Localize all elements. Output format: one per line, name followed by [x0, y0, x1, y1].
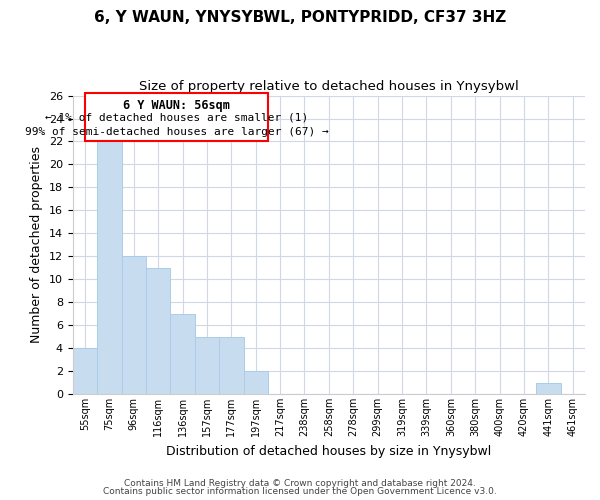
Text: Contains HM Land Registry data © Crown copyright and database right 2024.: Contains HM Land Registry data © Crown c… — [124, 478, 476, 488]
Text: 99% of semi-detached houses are larger (67) →: 99% of semi-detached houses are larger (… — [25, 126, 328, 136]
X-axis label: Distribution of detached houses by size in Ynysybwl: Distribution of detached houses by size … — [166, 444, 491, 458]
Bar — [97, 142, 122, 394]
Title: Size of property relative to detached houses in Ynysybwl: Size of property relative to detached ho… — [139, 80, 519, 93]
Bar — [170, 314, 195, 394]
Text: 6 Y WAUN: 56sqm: 6 Y WAUN: 56sqm — [123, 99, 230, 112]
Bar — [219, 336, 244, 394]
Bar — [244, 371, 268, 394]
Bar — [73, 348, 97, 394]
Bar — [536, 382, 560, 394]
Text: Contains public sector information licensed under the Open Government Licence v3: Contains public sector information licen… — [103, 487, 497, 496]
Bar — [195, 336, 219, 394]
Y-axis label: Number of detached properties: Number of detached properties — [30, 146, 43, 344]
Text: 6, Y WAUN, YNYSYBWL, PONTYPRIDD, CF37 3HZ: 6, Y WAUN, YNYSYBWL, PONTYPRIDD, CF37 3H… — [94, 10, 506, 25]
Bar — [146, 268, 170, 394]
Text: ← 1% of detached houses are smaller (1): ← 1% of detached houses are smaller (1) — [45, 113, 308, 123]
FancyBboxPatch shape — [85, 94, 268, 142]
Bar — [122, 256, 146, 394]
